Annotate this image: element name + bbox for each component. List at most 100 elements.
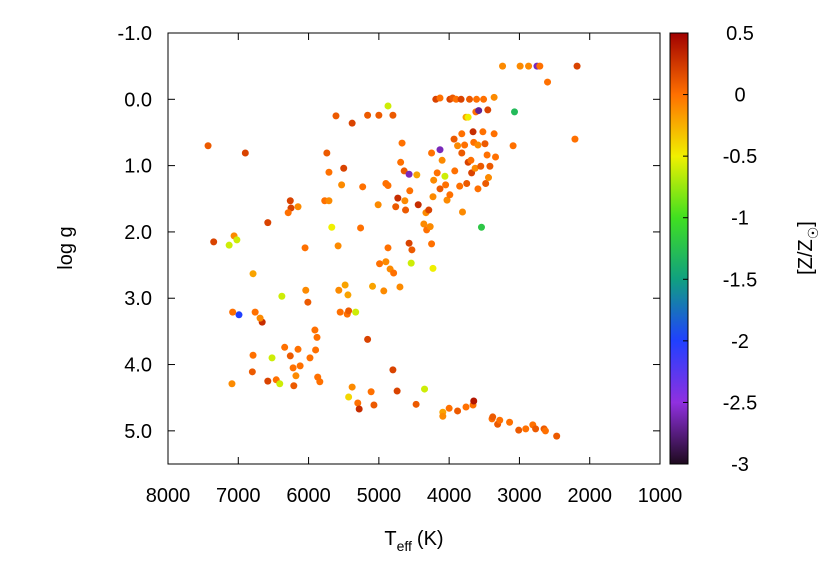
point <box>294 203 302 211</box>
point <box>471 164 479 172</box>
x-tick-label: 1000 <box>638 485 683 507</box>
point <box>286 197 294 205</box>
point <box>355 405 363 413</box>
colorbar-tick-label: -2 <box>731 331 749 353</box>
colorbar-tick-label: -1 <box>731 208 749 230</box>
y-tick-label: 5.0 <box>124 421 152 443</box>
point <box>406 187 414 195</box>
point <box>281 343 289 351</box>
point <box>515 426 523 434</box>
x-label-unit: (K) <box>417 528 444 550</box>
point <box>470 397 478 405</box>
point <box>301 244 309 252</box>
point <box>345 307 353 315</box>
point <box>392 203 400 211</box>
point <box>516 62 524 70</box>
point <box>384 182 392 190</box>
point <box>428 149 436 157</box>
point <box>443 196 451 204</box>
cb-label-end: ] <box>795 221 817 227</box>
colorbar-tick-label: -1.5 <box>723 269 757 291</box>
point <box>323 149 331 157</box>
point <box>490 93 498 101</box>
point <box>462 403 470 411</box>
point <box>312 346 320 354</box>
point <box>249 270 257 278</box>
point <box>375 111 383 119</box>
point <box>397 158 405 166</box>
point <box>421 385 429 393</box>
point <box>364 335 372 343</box>
colorbar-tick-label: 0.5 <box>726 23 754 45</box>
point <box>438 156 446 164</box>
point <box>429 264 437 272</box>
point <box>382 258 390 266</box>
point <box>511 108 519 116</box>
colorbar-tick-label: -3 <box>731 454 749 476</box>
point <box>400 167 408 175</box>
point <box>473 95 481 103</box>
point <box>482 180 490 188</box>
point <box>256 314 264 322</box>
point <box>401 197 409 205</box>
point <box>251 308 259 316</box>
x-tick-label: 3000 <box>497 485 542 507</box>
point <box>335 286 343 294</box>
point <box>284 209 292 217</box>
y-tick-label: 1.0 <box>124 156 152 178</box>
point <box>380 287 388 295</box>
point <box>405 239 413 247</box>
point <box>398 139 406 147</box>
x-tick-label: 8000 <box>146 485 191 507</box>
point <box>390 269 398 277</box>
point <box>369 282 377 290</box>
point <box>458 208 466 216</box>
point <box>289 364 297 372</box>
point <box>367 388 375 396</box>
x-tick-label: 2000 <box>567 485 612 507</box>
point <box>302 286 310 294</box>
point <box>325 197 333 205</box>
point <box>376 260 384 268</box>
point <box>483 151 491 159</box>
point <box>354 399 362 407</box>
point <box>571 135 579 143</box>
point <box>276 380 284 388</box>
point <box>573 62 581 70</box>
point <box>268 354 276 362</box>
point <box>469 128 477 136</box>
point <box>248 368 256 376</box>
point <box>412 400 420 408</box>
point <box>479 128 487 136</box>
point <box>405 170 413 178</box>
point <box>458 130 466 138</box>
y-tick-label: 3.0 <box>124 288 152 310</box>
point <box>475 107 483 115</box>
point <box>235 311 243 319</box>
x-tick-label: 7000 <box>216 485 261 507</box>
point <box>464 113 472 121</box>
point <box>393 387 401 395</box>
colorbar-tick-label: -0.5 <box>723 146 757 168</box>
x-tick-label: 5000 <box>357 485 402 507</box>
point <box>325 168 333 176</box>
y-tick-label: 2.0 <box>124 222 152 244</box>
point <box>490 130 498 138</box>
point <box>442 181 450 189</box>
point <box>414 201 422 209</box>
point <box>489 413 497 421</box>
point <box>436 185 444 193</box>
point <box>204 142 212 150</box>
plot-frame <box>167 32 661 465</box>
point <box>304 298 312 306</box>
point <box>454 142 462 150</box>
point <box>436 94 444 102</box>
point <box>428 240 436 248</box>
colorbar-label: [Z/Z☉] <box>795 221 821 275</box>
point <box>338 181 346 189</box>
x-tick-label: 4000 <box>427 485 472 507</box>
point <box>348 119 356 127</box>
point <box>296 362 304 370</box>
x-tick-label: 6000 <box>286 485 331 507</box>
